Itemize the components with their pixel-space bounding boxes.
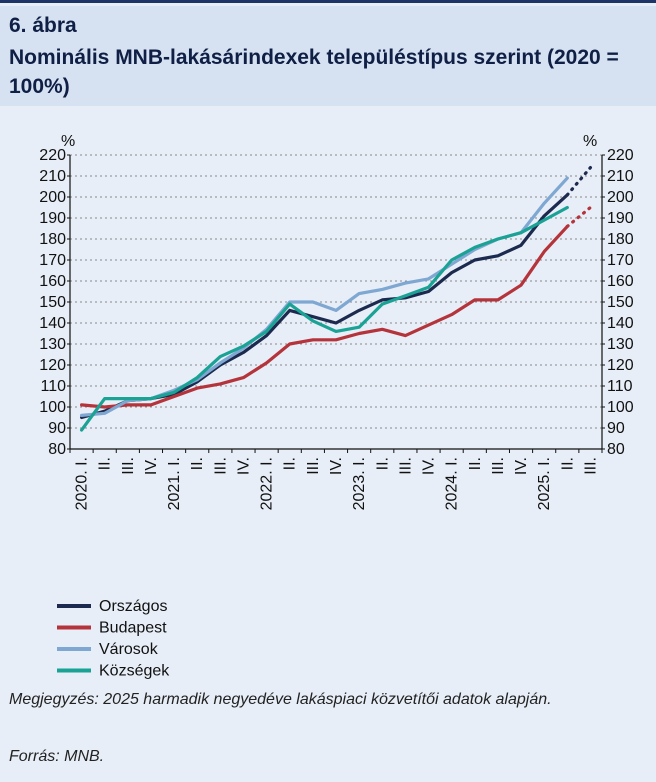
x-tick-label: II. <box>374 457 391 470</box>
figure-source: Forrás: MNB. <box>9 748 105 765</box>
x-tick-label: IV. <box>235 457 252 475</box>
x-tick-label: 2021. I. <box>166 457 183 510</box>
x-tick-label: IV. <box>328 457 345 475</box>
y-tick-label-right: 190 <box>607 210 634 227</box>
y-tick-label-right: 90 <box>607 420 625 437</box>
y-tick-label-left: 180 <box>39 231 66 248</box>
x-tick-label: IV. <box>513 457 530 475</box>
y-axis-label-right: % <box>583 133 597 150</box>
y-tick-label-left: 130 <box>39 336 66 353</box>
y-tick-label-right: 140 <box>607 315 634 332</box>
gridlines <box>70 154 602 429</box>
line-chart: 80 80 90 90 100 100 110 110 120 120 130 130 140 140 15… <box>39 133 634 680</box>
series-projection-line <box>565 166 593 197</box>
y-tick-label-left: 170 <box>39 252 66 269</box>
x-tick-label: II. <box>97 457 114 470</box>
series-line <box>79 224 569 409</box>
y-tick-label-left: 100 <box>39 399 66 416</box>
y-tick-label-left: 200 <box>39 189 66 206</box>
y-axis-label-left: % <box>61 133 75 150</box>
series-line <box>79 176 569 417</box>
x-tick-label: II. <box>559 457 576 470</box>
y-tick-label-right: 120 <box>607 357 634 374</box>
x-tick-label: II. <box>189 457 206 470</box>
x-tick-label: IV. <box>143 457 160 475</box>
y-tick-label-left: 110 <box>40 378 66 395</box>
axes: 80 80 90 90 100 100 110 110 120 120 130 130 140 140 15… <box>39 147 634 510</box>
legend-label: Országos <box>99 598 167 615</box>
x-tick-label: 2024. I. <box>444 457 461 510</box>
y-tick-label-right: 180 <box>607 231 634 248</box>
title-bar: 6. ábra Nominális MNB-lakásárindexek tel… <box>0 6 656 106</box>
y-tick-label-right: 130 <box>607 336 634 353</box>
x-tick-label: III. <box>120 457 137 475</box>
x-tick-label: II. <box>467 457 484 470</box>
series-line <box>79 205 569 432</box>
x-tick-label: 2023. I. <box>351 457 368 510</box>
x-tick-label: III. <box>582 457 599 475</box>
y-tick-label-left: 210 <box>39 168 66 185</box>
x-tick-label: 2025. I. <box>536 457 553 510</box>
x-tick-label: 2022. I. <box>259 457 276 510</box>
figure-number: 6. ábra <box>9 14 77 37</box>
y-tick-label-right: 150 <box>607 294 634 311</box>
y-tick-label-right: 110 <box>607 378 633 395</box>
series-projection-line <box>565 205 593 228</box>
x-tick-label: III. <box>490 457 507 475</box>
legend-label: Budapest <box>99 620 167 637</box>
legend-label: Községek <box>99 663 170 680</box>
y-tick-label-left: 150 <box>39 294 66 311</box>
x-tick-label: III. <box>397 457 414 475</box>
series-lines <box>79 166 593 432</box>
y-tick-label-right: 210 <box>607 168 634 185</box>
y-tick-label-left: 190 <box>39 210 66 227</box>
figure-note: Megjegyzés: 2025 harmadik negyedéve laká… <box>9 691 552 708</box>
x-tick-label: 2020. I. <box>74 457 91 510</box>
x-tick-label: IV. <box>421 457 438 475</box>
y-tick-label-right: 80 <box>607 441 625 458</box>
x-tick-label: III. <box>305 457 322 475</box>
y-tick-label-left: 120 <box>39 357 66 374</box>
legend: Országos Budapest Városok Községek <box>57 598 170 680</box>
figure-title: Nominális MNB-lakásárindexek településtí… <box>9 46 619 98</box>
y-tick-label-left: 220 <box>39 147 66 164</box>
y-tick-label-left: 90 <box>48 420 66 437</box>
y-tick-label-left: 140 <box>39 315 66 332</box>
y-tick-label-right: 170 <box>607 252 634 269</box>
y-tick-label-right: 100 <box>607 399 634 416</box>
x-tick-label: II. <box>282 457 299 470</box>
x-tick-label: III. <box>212 457 229 475</box>
y-tick-label-left: 160 <box>39 273 66 290</box>
y-tick-label-right: 200 <box>607 189 634 206</box>
y-tick-label-right: 220 <box>607 147 634 164</box>
y-tick-label-left: 80 <box>48 441 66 458</box>
legend-label: Városok <box>99 641 159 658</box>
y-tick-label-right: 160 <box>607 273 634 290</box>
